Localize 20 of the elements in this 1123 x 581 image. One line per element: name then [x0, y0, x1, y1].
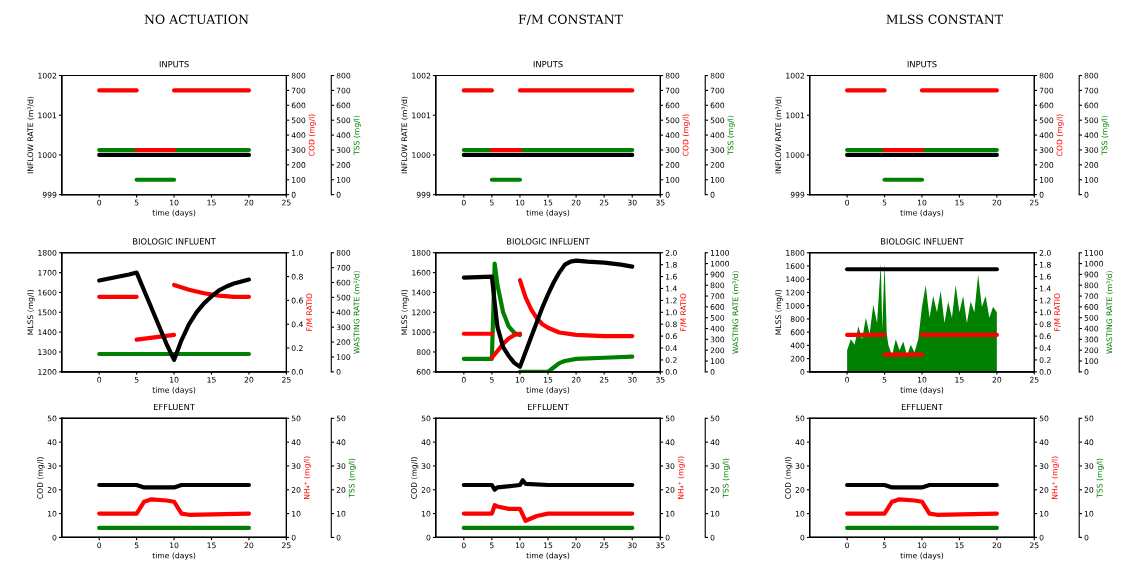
line-series — [97, 497, 252, 517]
chart-title: NO ACTUATION — [144, 14, 249, 24]
line-series — [461, 503, 635, 523]
line-series — [517, 278, 635, 339]
chart-title: EFFLUENT — [527, 403, 569, 411]
line-series — [461, 258, 635, 369]
chart-subtitle: INPUTS — [907, 61, 937, 68]
line-series — [461, 478, 635, 492]
line-series — [171, 282, 252, 299]
chart-title: EFFLUENT — [901, 403, 943, 411]
chart-title: BIOLOGIC INFLUENT — [133, 238, 216, 245]
chart-title: BIOLOGIC INFLUENT — [881, 238, 964, 245]
chart-subtitle: INPUTS — [533, 61, 563, 68]
chart-title: F/M CONSTANT — [518, 14, 623, 25]
line-series — [845, 497, 999, 517]
line-series — [97, 270, 252, 363]
chart-subtitle: INPUTS — [159, 61, 189, 68]
chart-title: BIOLOGIC INFLUENT — [507, 238, 590, 245]
chart-title: EFFLUENT — [154, 403, 195, 411]
chart-title: MLSS CONSTANT — [886, 14, 1003, 24]
